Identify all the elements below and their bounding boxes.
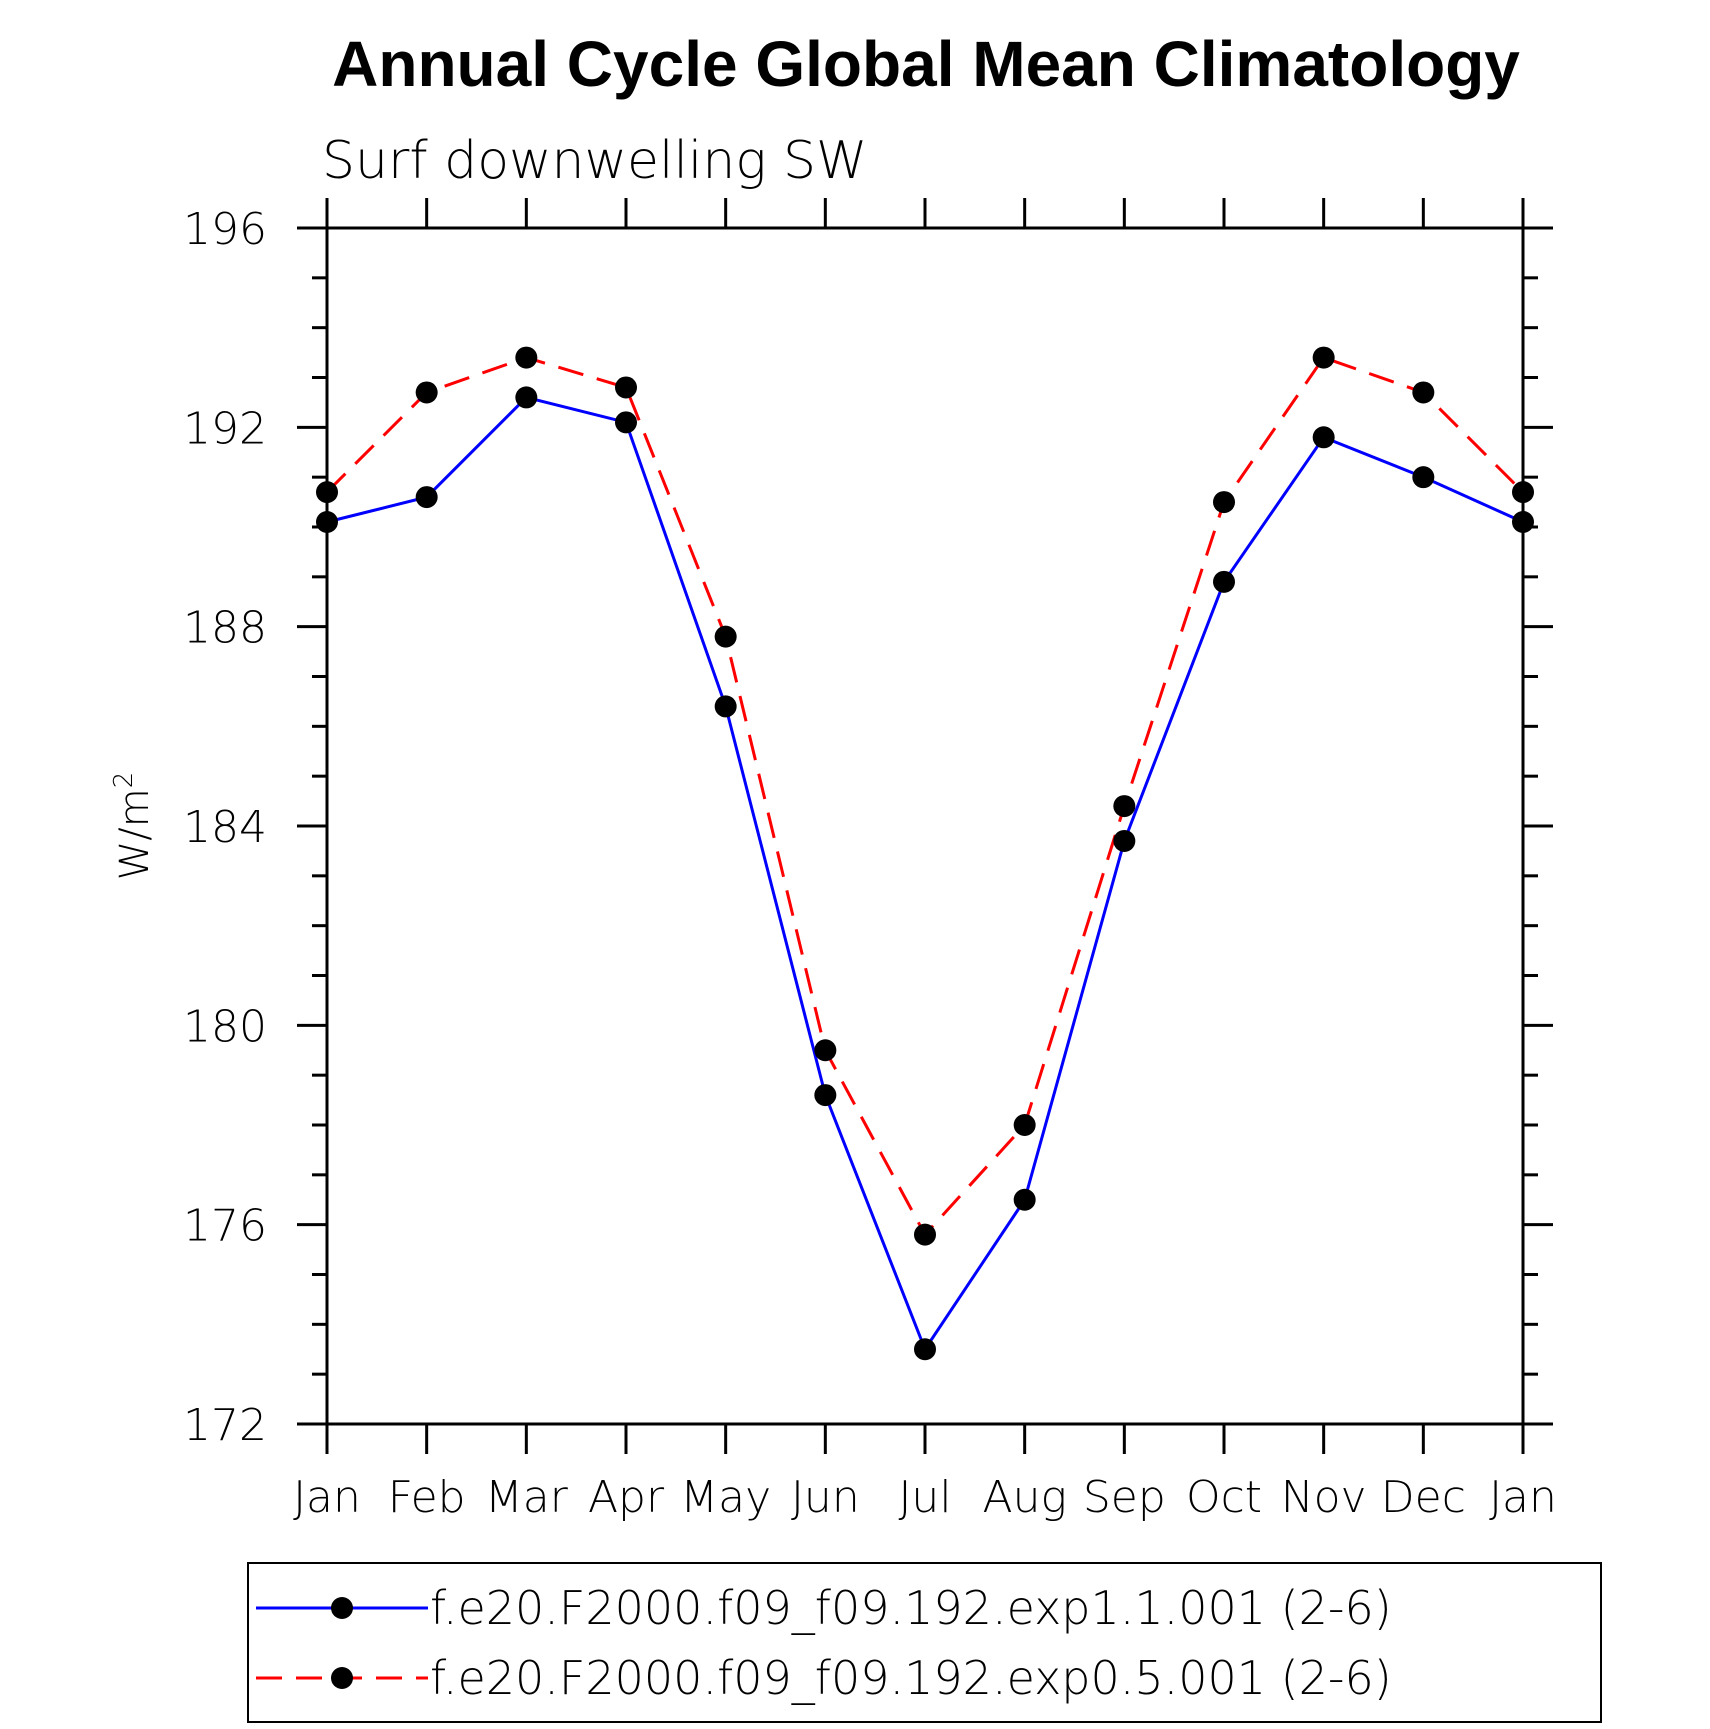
y-axis-label-text: W/m (112, 788, 158, 880)
data-point-series-2 (1412, 381, 1435, 404)
x-tick-label: Nov (1281, 1472, 1367, 1523)
data-point-series-2 (515, 346, 538, 369)
data-point-series-2 (316, 481, 338, 504)
x-tick-label: Dec (1381, 1472, 1466, 1523)
legend-marker-2 (331, 1667, 353, 1689)
data-point-series-1 (1113, 829, 1136, 852)
series-layer (316, 346, 1534, 1361)
data-point-series-2 (814, 1039, 837, 1062)
y-tick-label: 192 (183, 403, 267, 454)
data-point-series-1 (814, 1084, 837, 1107)
data-point-series-2 (914, 1223, 936, 1246)
legend-label-2: f.e20.F2000.f09_f09.192.exp0.5.001 (2-6) (430, 1651, 1392, 1705)
y-tick-label: 188 (183, 603, 267, 654)
x-tick-label: Apr (588, 1472, 665, 1523)
x-tick-label: Sep (1083, 1472, 1166, 1523)
data-point-series-1 (1213, 570, 1235, 593)
data-point-series-1 (415, 486, 438, 509)
legend-marker-1 (331, 1597, 353, 1619)
series-line-1 (326, 395, 1524, 1353)
plot-area: Jan Feb Mar Apr May Jun Jul Aug Sep Oct Nov Dec Jan 1… (183, 198, 1557, 1523)
x-tick-label: Oct (1186, 1472, 1262, 1523)
x-tick-label: Jul (898, 1472, 951, 1523)
chart-title: Annual Cycle Global Mean Climatology (332, 28, 1520, 100)
data-point-series-1 (1512, 511, 1534, 534)
data-point-series-1 (316, 511, 338, 534)
y-tick-label: 176 (183, 1201, 267, 1252)
y-tick-label: 180 (183, 1001, 267, 1052)
data-point-series-2 (1013, 1114, 1036, 1136)
x-tick-label: May (680, 1472, 771, 1523)
data-point-series-2 (1213, 491, 1235, 514)
y-axis-label: W/m2 (109, 772, 158, 881)
data-point-series-2 (415, 381, 438, 404)
data-point-series-2 (1312, 346, 1335, 369)
data-point-series-1 (615, 411, 637, 434)
data-point-series-2 (615, 376, 637, 399)
series-line-2 (325, 355, 1525, 1238)
x-tick-label: Aug (982, 1472, 1066, 1523)
y-tick-label: 196 (183, 204, 267, 255)
data-point-series-2 (714, 625, 737, 648)
x-tick-label: Jan (1489, 1472, 1557, 1523)
data-point-series-1 (714, 695, 737, 718)
y-axis-label-superscript: 2 (109, 772, 139, 789)
data-point-series-1 (914, 1338, 936, 1361)
chart-subtitle: Surf downwelling SW (322, 131, 867, 191)
data-point-series-2 (1512, 481, 1534, 504)
legend-box (247, 1562, 1602, 1723)
data-point-series-1 (1412, 466, 1435, 489)
y-tick-label: 172 (183, 1400, 267, 1451)
legend: f.e20.F2000.f09_f09.192.exp1.1.001 (2-6)… (247, 1562, 1602, 1723)
x-tick-label: Feb (388, 1472, 466, 1523)
x-tick-label: Jan (293, 1472, 361, 1523)
x-tick-label: Mar (485, 1472, 569, 1523)
data-point-series-2 (1113, 795, 1136, 818)
data-point-series-1 (1013, 1188, 1036, 1211)
x-tick-label: Jun (791, 1472, 860, 1523)
y-tick-label: 184 (183, 802, 267, 853)
svg-text:W/m2: W/m2 (109, 772, 158, 881)
data-point-series-1 (1312, 426, 1335, 449)
axis-ticks: Jan Feb Mar Apr May Jun Jul Aug Sep Oct Nov Dec Jan 1… (183, 198, 1557, 1523)
data-point-series-1 (515, 386, 538, 409)
legend-label-1: f.e20.F2000.f09_f09.192.exp1.1.001 (2-6) (430, 1581, 1392, 1635)
